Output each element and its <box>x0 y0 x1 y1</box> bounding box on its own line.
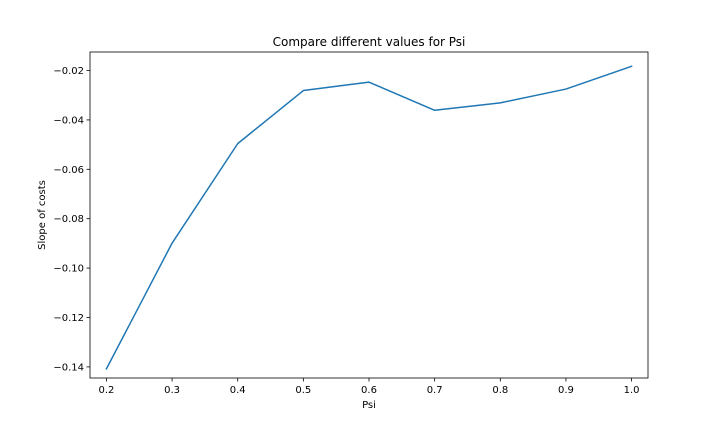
y-tick-label: −0.10 <box>53 264 84 275</box>
x-tick-label: 0.9 <box>558 385 574 396</box>
plot-area: 0.2 0.3 0.4 0.5 0.6 0.7 0.8 0.9 1.0 −0.14 −0.12 −0.… <box>53 52 648 396</box>
x-tick-label: 0.4 <box>230 385 246 396</box>
y-tick-label: −0.14 <box>53 362 84 373</box>
y-tick-label: −0.12 <box>53 313 84 324</box>
x-tick-label: 0.8 <box>492 385 508 396</box>
y-tick-label: −0.04 <box>53 115 84 126</box>
y-axis-label: Slope of costs <box>37 180 48 250</box>
series-line-0 <box>106 66 631 369</box>
y-tick-label: −0.02 <box>53 66 84 77</box>
x-tick-label: 1.0 <box>624 385 640 396</box>
chart-title: Compare different values for Psi <box>273 35 466 49</box>
x-tick-label: 0.2 <box>98 385 114 396</box>
plot-frame <box>90 52 648 378</box>
y-tick-label: −0.08 <box>53 214 84 225</box>
x-axis-label: Psi <box>362 400 376 411</box>
x-tick-label: 0.7 <box>427 385 443 396</box>
x-tick-label: 0.5 <box>295 385 311 396</box>
x-tick-label: 0.6 <box>361 385 377 396</box>
y-tick-label: −0.06 <box>53 165 84 176</box>
x-tick-label: 0.3 <box>164 385 180 396</box>
